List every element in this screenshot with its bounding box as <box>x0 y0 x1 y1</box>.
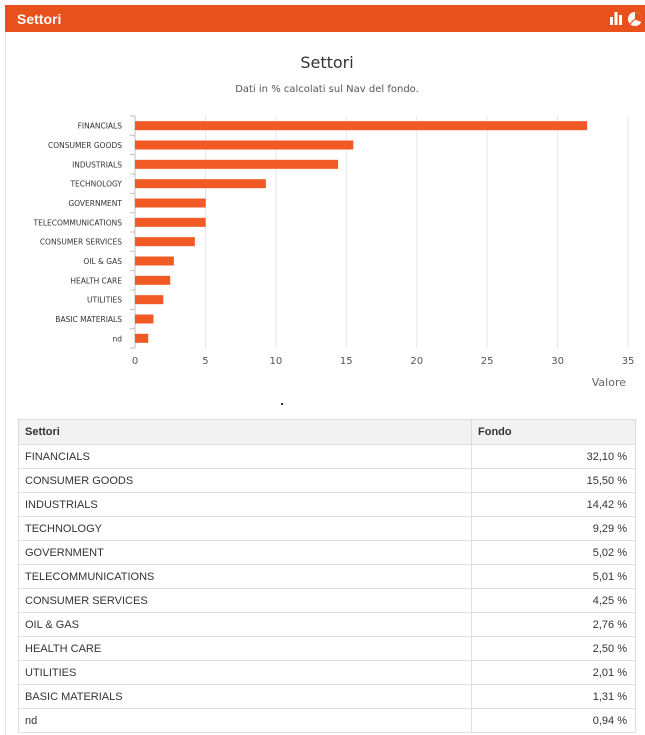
sector-value: 32,10 % <box>471 444 636 469</box>
x-tick-label: 0 <box>132 356 138 367</box>
chart-bars <box>135 121 588 343</box>
sector-name: GOVERNMENT <box>18 540 472 565</box>
sector-name: CONSUMER GOODS <box>18 468 472 493</box>
bar[interactable] <box>135 140 354 150</box>
category-labels: FINANCIALS CONSUMER GOODS INDUSTRIALS TECHN… <box>33 122 123 344</box>
sector-value: 5,02 % <box>471 540 636 565</box>
sector-value: 9,29 % <box>471 516 636 541</box>
sector-value: 2,50 % <box>471 636 636 661</box>
bar[interactable] <box>135 314 154 324</box>
sector-name: OIL & GAS <box>18 612 472 637</box>
category-label: UTILITIES <box>87 296 122 305</box>
category-label: nd <box>112 334 122 343</box>
sector-name: nd <box>18 708 472 733</box>
column-header-settori[interactable]: Settori <box>18 419 472 445</box>
table-row: CONSUMER GOODS 15,50 % <box>18 468 636 493</box>
category-label: INDUSTRIALS <box>72 160 122 169</box>
bar[interactable] <box>135 295 164 305</box>
category-label: OIL & GAS <box>83 257 122 266</box>
x-axis-label: Valore <box>592 376 626 389</box>
sector-table: Settori Fondo FINANCIALS 32,10 % CONSUMER … <box>18 419 636 733</box>
sector-value: 1,31 % <box>471 684 636 709</box>
category-label: CONSUMER GOODS <box>48 141 122 150</box>
table-row: UTILITIES 2,01 % <box>18 660 636 685</box>
table-row: HEALTH CARE 2,50 % <box>18 636 636 661</box>
category-label: FINANCIALS <box>78 122 123 131</box>
pie-chart-icon[interactable] <box>627 11 643 32</box>
sector-name: BASIC MATERIALS <box>18 684 472 709</box>
bar[interactable] <box>135 256 174 266</box>
category-label: GOVERNMENT <box>68 199 122 208</box>
category-label: HEALTH CARE <box>70 276 122 285</box>
table-row: nd 0,94 % <box>18 708 636 733</box>
bar[interactable] <box>135 237 195 247</box>
table-body: FINANCIALS 32,10 % CONSUMER GOODS 15,50 % IN… <box>18 444 636 733</box>
bar[interactable] <box>135 159 339 169</box>
sector-value: 2,01 % <box>471 660 636 685</box>
table-row: OIL & GAS 2,76 % <box>18 612 636 637</box>
sector-bar-chart: Settori Dati in % calcolati sul Nav del … <box>33 53 635 389</box>
panel-header: Settori <box>5 5 645 32</box>
bar[interactable] <box>135 275 171 285</box>
x-tick-label: 15 <box>340 356 353 367</box>
x-tick-label: 35 <box>622 356 635 367</box>
table-row: TECHNOLOGY 9,29 % <box>18 516 636 541</box>
table-row: INDUSTRIALS 14,42 % <box>18 492 636 517</box>
table-row: CONSUMER SERVICES 4,25 % <box>18 588 636 613</box>
x-tick-label: 5 <box>202 356 208 367</box>
x-axis-ticks: 0 5 10 15 20 25 30 35 <box>132 356 635 367</box>
bar[interactable] <box>135 198 206 208</box>
sector-name: UTILITIES <box>18 660 472 685</box>
sector-value: 0,94 % <box>471 708 636 733</box>
category-label: BASIC MATERIALS <box>55 315 122 324</box>
chart-subtitle: Dati in % calcolati sul Nav del fondo. <box>235 84 419 95</box>
sector-value: 4,25 % <box>471 588 636 613</box>
sector-value: 2,76 % <box>471 612 636 637</box>
bar[interactable] <box>135 217 206 227</box>
x-tick-label: 20 <box>410 356 423 367</box>
table-row: GOVERNMENT 5,02 % <box>18 540 636 565</box>
bar-chart-icon[interactable] <box>609 11 623 30</box>
bar[interactable] <box>135 333 149 343</box>
sector-name: TECHNOLOGY <box>18 516 472 541</box>
panel-title: Settori <box>17 11 62 27</box>
sector-name: CONSUMER SERVICES <box>18 588 472 613</box>
sector-name: FINANCIALS <box>18 444 472 469</box>
sector-name: HEALTH CARE <box>18 636 472 661</box>
table-row: TELECOMMUNICATIONS 5,01 % <box>18 564 636 589</box>
category-label: CONSUMER SERVICES <box>40 238 122 247</box>
x-tick-label: 30 <box>551 356 564 367</box>
bar[interactable] <box>135 179 266 189</box>
sector-name: INDUSTRIALS <box>18 492 472 517</box>
table-header-row: Settori Fondo <box>18 419 636 445</box>
sector-name: TELECOMMUNICATIONS <box>18 564 472 589</box>
x-tick-label: 10 <box>269 356 282 367</box>
category-label: TELECOMMUNICATIONS <box>33 218 123 227</box>
table-row: BASIC MATERIALS 1,31 % <box>18 684 636 709</box>
sector-value: 15,50 % <box>471 468 636 493</box>
bar[interactable] <box>135 121 588 131</box>
sector-value: 5,01 % <box>471 564 636 589</box>
chart-grid <box>130 115 629 349</box>
sector-value: 14,42 % <box>471 492 636 517</box>
x-tick-label: 25 <box>481 356 494 367</box>
separator-dot <box>281 403 283 405</box>
category-label: TECHNOLOGY <box>69 180 122 189</box>
table-row: FINANCIALS 32,10 % <box>18 444 636 469</box>
column-header-fondo[interactable]: Fondo <box>471 419 636 445</box>
chart-title: Settori <box>300 53 353 72</box>
